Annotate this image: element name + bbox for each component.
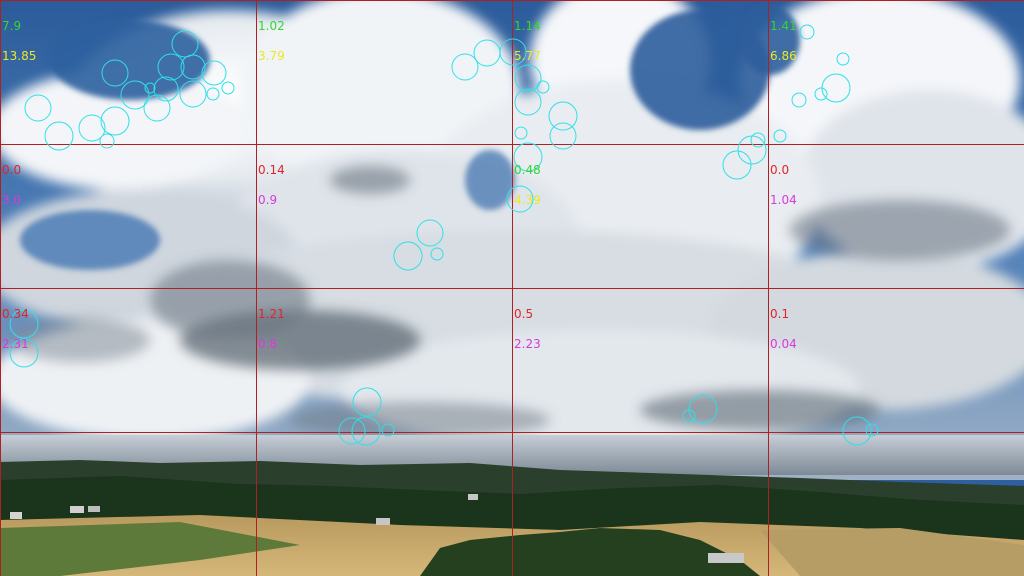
cell-1-1-top-value: 0.14 — [258, 163, 285, 177]
cell-2-0-top-value: 0.34 — [2, 307, 29, 321]
detection-circle — [352, 387, 382, 417]
detection-circle — [548, 101, 578, 131]
cell-0-0-top-value: 7.9 — [2, 19, 22, 33]
house — [70, 506, 84, 513]
cell-1-0-top-value: 0.0 — [2, 163, 22, 177]
detection-circle — [750, 132, 766, 148]
cell-1-3-bottom-value: 1.04 — [770, 193, 797, 207]
detection-circle — [153, 76, 179, 102]
detection-circle — [416, 219, 444, 247]
detection-circle — [688, 394, 718, 424]
cell-2-3-top-value: 0.1 — [770, 307, 790, 321]
cell-1-2-bottom-value: 4.39 — [514, 193, 541, 207]
detection-circle — [549, 122, 577, 150]
detection-circle — [791, 92, 807, 108]
detection-circle — [101, 59, 129, 87]
cell-2-1-bottom-value: 0.8 — [258, 337, 278, 351]
detection-circle — [842, 416, 872, 446]
green-field — [0, 522, 300, 576]
detection-circle — [143, 94, 171, 122]
detection-circle — [157, 53, 185, 81]
detection-circle — [24, 94, 52, 122]
detection-circle — [221, 81, 235, 95]
detection-circle — [338, 417, 366, 445]
cell-2-2-bottom-value: 2.23 — [514, 337, 541, 351]
cell-0-2-top-value: 1.14 — [514, 19, 541, 33]
cell-2-0-bottom-value: 2.31 — [2, 337, 29, 351]
detection-circle — [201, 60, 227, 86]
house — [708, 553, 744, 563]
detection-circle — [836, 52, 850, 66]
detection-circle — [99, 133, 115, 149]
cloud-shadows — [10, 166, 1010, 438]
detection-circle — [773, 129, 787, 143]
cell-0-0-bottom-value: 13.85 — [2, 49, 37, 63]
detection-circle — [865, 423, 879, 437]
detection-circle — [514, 88, 542, 116]
detection-circle — [814, 87, 828, 101]
detection-circle — [180, 54, 206, 80]
house — [88, 506, 100, 512]
detection-circle — [536, 80, 550, 94]
cell-0-2-bottom-value: 5.77 — [514, 49, 541, 63]
detection-circle — [393, 241, 423, 271]
detection-circle — [799, 24, 815, 40]
detection-circle — [44, 121, 74, 151]
detection-circle — [430, 247, 444, 261]
cell-0-1-bottom-value: 3.79 — [258, 49, 285, 63]
tree-cluster — [420, 528, 760, 576]
cell-2-1-top-value: 1.21 — [258, 307, 285, 321]
detection-circle — [682, 409, 696, 423]
detection-circle — [179, 80, 207, 108]
detection-circle — [9, 309, 39, 339]
detection-circle — [513, 142, 543, 172]
detection-circle — [381, 423, 395, 437]
detection-circle — [9, 338, 39, 368]
cell-0-3-top-value: 1.41 — [770, 19, 797, 33]
cell-0-3-bottom-value: 6.86 — [770, 49, 797, 63]
house — [468, 494, 478, 500]
detection-circle — [78, 114, 106, 142]
detection-circle — [206, 87, 220, 101]
detection-circle — [737, 135, 767, 165]
detection-circle — [514, 64, 542, 92]
cell-1-1-bottom-value: 0.9 — [258, 193, 278, 207]
detection-circle — [144, 82, 156, 94]
cell-1-3-top-value: 0.0 — [770, 163, 790, 177]
cell-0-1-top-value: 1.02 — [258, 19, 285, 33]
house — [376, 518, 390, 525]
cell-2-3-bottom-value: 0.04 — [770, 337, 797, 351]
detection-circle — [351, 416, 381, 446]
cell-1-2-top-value: 0.48 — [514, 163, 541, 177]
detection-circle — [171, 30, 199, 58]
detection-circle — [451, 53, 479, 81]
detection-circle — [499, 38, 527, 66]
detection-circle — [100, 106, 130, 136]
detection-circle — [120, 80, 150, 110]
detection-circle — [473, 39, 501, 67]
detection-circles — [9, 24, 879, 446]
detection-circle — [506, 185, 534, 213]
detection-circle — [514, 126, 528, 140]
cell-1-0-bottom-value: 3.0 — [2, 193, 22, 207]
cell-2-2-top-value: 0.5 — [514, 307, 534, 321]
house — [10, 512, 22, 519]
field-right — [760, 528, 1024, 576]
detection-circle — [722, 150, 752, 180]
